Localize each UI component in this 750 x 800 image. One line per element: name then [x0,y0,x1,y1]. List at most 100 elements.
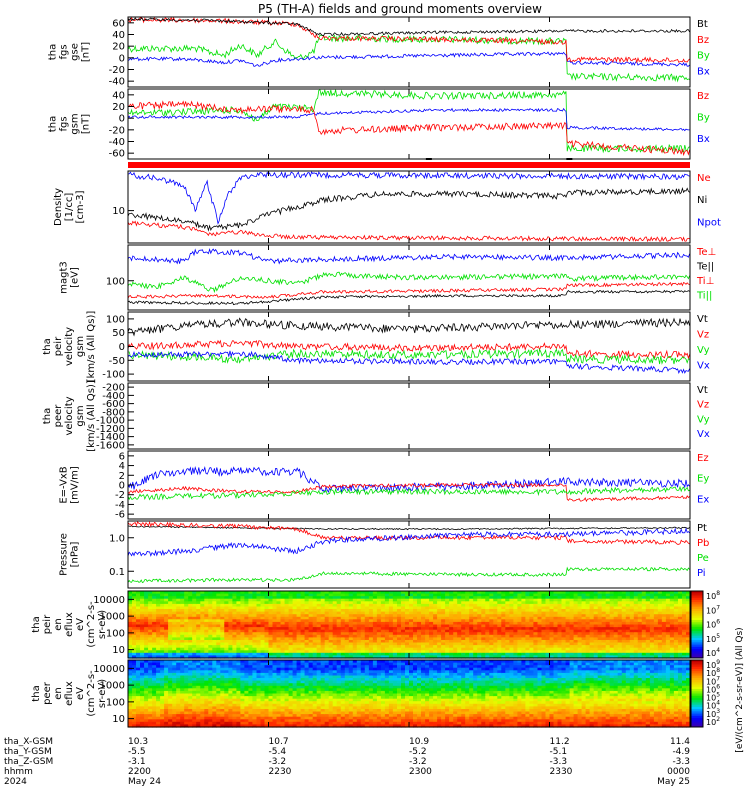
spectrogram-cell [272,609,278,613]
spectrogram-cell [144,609,149,613]
spectrogram-cell [148,647,153,651]
spectrogram-cell [268,665,274,669]
spectrogram-cell [184,675,189,679]
spectrogram-cell [132,714,137,718]
spectrogram-cell [276,716,282,720]
spectrogram-cell [300,627,306,631]
spectrogram-cell [192,706,197,710]
spectrogram-cell [248,724,253,728]
spectrogram-cell [164,683,169,687]
spectrogram-cell [437,634,442,638]
spectrogram-cell [352,596,358,600]
spectrogram-cell [160,596,165,600]
spectrogram-cell [256,683,262,687]
spectrogram-cell [240,709,245,713]
spectrogram-cell [541,650,547,654]
y-tick-label: 60 [112,18,125,29]
spectrogram-cell [665,593,671,597]
spectrogram-cell [204,693,209,697]
spectrogram-cell [276,606,282,610]
spectrogram-cell [678,593,683,597]
spectrogram-cell [228,647,233,651]
spectrogram-cell [244,706,249,710]
spectrogram-cell [260,591,266,595]
spectrogram-cell [252,640,257,644]
spectrogram-cell [645,627,651,631]
spectrogram-cell [469,616,474,620]
spectrogram-cell [501,637,506,641]
spectrogram-cell [641,632,647,636]
spectrogram-cell [421,598,426,602]
spectrogram-cell [260,650,266,654]
spectrogram-cell [497,645,502,649]
spectrogram-cell [577,601,583,605]
spectrogram-cell [401,621,406,626]
spectrogram-cell [509,632,514,636]
spectrogram-cell [481,640,486,644]
spectrogram-cell [409,637,414,641]
spectrogram-cell [441,591,446,595]
spectrogram-cell [477,593,482,597]
spectrogram-cell [276,611,282,615]
spectrogram-cell [509,611,514,615]
spectrogram-cell [409,603,414,608]
spectrogram-cell [497,611,502,615]
colorbar-label: 106 [706,619,720,630]
spectrogram-cell [376,629,382,633]
spectrogram-cell [493,614,498,618]
spectrogram-cell [629,596,635,600]
spectrogram-cell [272,616,278,620]
spectrogram-cell [220,685,225,689]
spectrogram-cell [176,662,181,666]
spectrogram-cell [152,711,157,715]
spectrogram-cell [184,606,189,610]
spectrogram-cell [513,624,518,628]
spectrogram-cell [372,624,378,628]
spectrogram-cell [136,665,141,669]
spectrogram-cell [529,596,534,600]
spectrogram-cell [336,593,342,597]
spectrogram-cell [256,721,262,725]
spectrogram-cell [184,701,189,705]
spectrogram-cell [168,634,173,638]
spectrogram-cell [284,601,290,605]
spectrogram-cell [376,621,382,626]
spectrogram-cell [256,652,262,656]
spectrogram-cell [152,616,157,620]
spectrogram-cell [481,621,486,626]
spectrogram-cell [637,632,643,636]
spectrogram-cell [433,596,438,600]
spectrogram-cell [172,593,177,597]
spectrogram-cell [208,716,213,720]
spectrogram-cell [569,616,575,620]
spectrogram-cell [196,611,201,615]
spectrogram-cell [296,632,302,636]
spectrogram-cell [485,619,490,623]
spectrogram-cell [505,645,510,649]
spectrogram-cell [505,593,510,597]
spectrogram-cell [200,606,205,610]
spectrogram-cell [232,688,237,692]
spectrogram-cell [128,662,133,666]
spectrogram-cell [537,645,543,649]
spectrogram-cell [180,640,185,644]
spectrogram-cell [617,645,623,649]
spectrogram-cell [272,645,278,649]
spectrogram-cell [244,675,249,679]
spectrogram-cell [509,650,514,654]
spectrogram-cell [224,693,229,697]
spectrogram-cell [208,619,213,623]
spectrogram-cell [401,627,406,631]
spectrogram-cell [617,611,623,615]
spectrogram-cell [485,591,490,595]
y-tick-label: 10 [112,206,125,217]
spectrogram-cell [340,655,346,659]
spectrogram-cell [260,685,266,689]
spectrogram-cell [384,650,390,654]
spectrogram-cell [621,640,627,644]
spectrogram-cell [388,603,394,608]
spectrogram-cell [132,624,137,628]
spectrogram-cell [148,665,153,669]
spectrogram-cell [148,609,153,613]
spectrogram-cell [136,634,141,638]
